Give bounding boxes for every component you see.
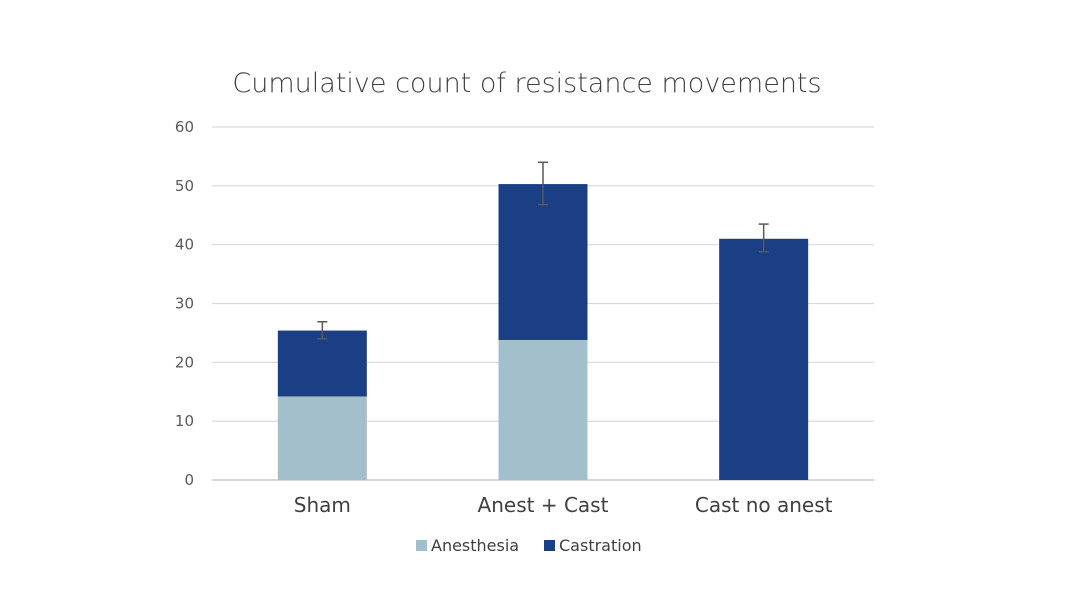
x-tick-label: Anest + Cast <box>478 493 609 517</box>
bar-castration-2 <box>719 238 809 480</box>
error-bars <box>317 161 769 340</box>
y-axis-ticks: 0 10 20 30 40 50 60 <box>175 118 194 489</box>
legend: Anesthesia Castration <box>416 536 642 555</box>
y-tick-label: 0 <box>184 471 194 489</box>
bar-anesthesia-0 <box>277 396 367 480</box>
bars <box>277 184 809 480</box>
legend-label-anesthesia: Anesthesia <box>431 536 519 555</box>
legend-swatch-anesthesia <box>416 540 427 551</box>
legend-swatch-castration <box>544 540 555 551</box>
x-axis-ticks: Sham Anest + Cast Cast no anest <box>294 493 833 517</box>
legend-label-castration: Castration <box>559 536 642 555</box>
bar-castration-1 <box>498 184 588 340</box>
y-tick-label: 40 <box>175 236 194 254</box>
y-tick-label: 10 <box>175 412 194 430</box>
x-tick-label: Cast no anest <box>695 493 833 517</box>
y-tick-label: 50 <box>175 177 194 195</box>
x-tick-label: Sham <box>294 493 351 517</box>
y-tick-label: 30 <box>175 295 194 313</box>
bar-anesthesia-1 <box>498 339 588 480</box>
bar-castration-0 <box>277 330 367 397</box>
y-tick-label: 20 <box>175 353 194 371</box>
chart-title: Cumulative count of resistance movements <box>232 68 821 99</box>
y-tick-label: 60 <box>175 118 194 136</box>
